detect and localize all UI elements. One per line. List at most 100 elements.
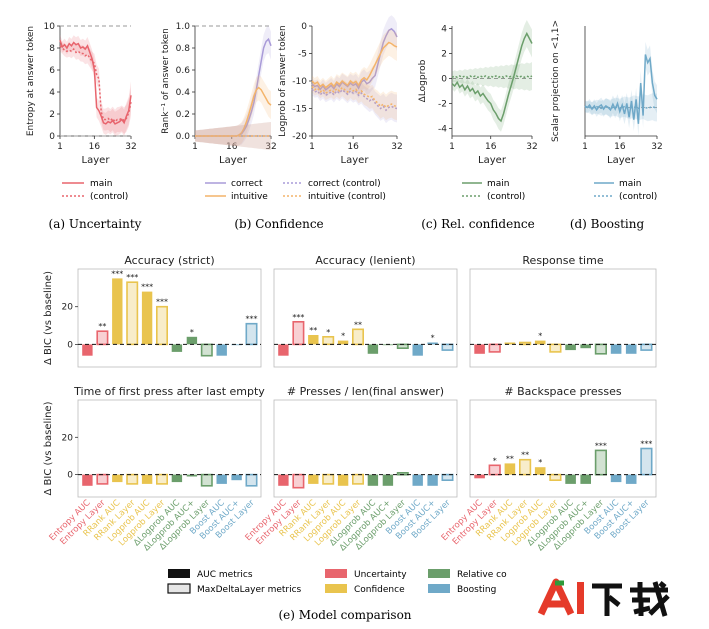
bar-5-9 (610, 474, 622, 483)
bar-3-5 (156, 473, 169, 485)
bar-2-4 (534, 340, 546, 345)
x-tick-label-c1: 16 (485, 142, 497, 152)
bar-star-1-5: ** (354, 320, 362, 329)
x-tick-label-b1: 1 (192, 142, 198, 152)
bar-1-11 (441, 343, 454, 351)
bar-panel-5: # Backspace presses* ** ****** ***Entropy A… (440, 385, 657, 553)
x-tick-label-b2: 1 (309, 142, 315, 152)
band-a1-1 (60, 40, 131, 134)
y-tick-label-c1: 4 (441, 25, 447, 35)
bar-panel-1: Accuracy (lenient)***** * **** (273, 254, 458, 368)
legend-c-main: main (487, 179, 510, 189)
x-tick-label-a1: 16 (89, 142, 101, 152)
x-tick-label-a1: 32 (125, 142, 136, 152)
band-c1-0 (452, 20, 532, 132)
bar-5-4 (534, 467, 546, 475)
y-tick-label-b2: -20 (292, 132, 307, 142)
legend-confidence: Confidence (354, 585, 405, 595)
bar-4-7 (382, 474, 394, 486)
bar-5-3 (518, 458, 532, 476)
bar-star-1-3: * (326, 328, 330, 337)
legend-b: correct intuitive correct (control) intu… (205, 179, 386, 202)
bar-5-5 (549, 473, 562, 482)
band-b2-0 (312, 15, 397, 99)
x-tick-label-d1: 1 (582, 142, 588, 152)
bar-panel-frame-0 (77, 268, 262, 368)
bar-1-9 (412, 344, 423, 356)
bar-5-0 (474, 474, 485, 479)
bar-0-3 (126, 281, 139, 346)
bar-3-1 (96, 473, 109, 485)
legend-a-main: main (90, 179, 113, 189)
bar-3-6 (171, 474, 183, 483)
x-tick-label-b1: 32 (265, 142, 276, 152)
bar-3-2 (112, 474, 123, 483)
bar-star-5-4: * (538, 458, 542, 467)
bar-4-5 (351, 473, 364, 485)
bar-3-3 (126, 473, 139, 485)
y-axis-label-d1: Scalar projection on <1,1> (551, 20, 561, 142)
legend-uncertainty: Uncertainty (354, 570, 407, 580)
x-tick-label-d1: 32 (651, 142, 662, 152)
bar-1-5 (351, 328, 364, 346)
line-panel-b1: 1 16 32 0.0 0.2 0.4 0.6 0.8 1.0 Layer Rank⁻¹ of an… (161, 22, 277, 166)
bar-3-4 (141, 474, 153, 484)
legend-a: main (control) (62, 179, 128, 202)
bar-y-tick-label-3: 20 (62, 433, 74, 443)
legend-d-main: main (619, 179, 642, 189)
caption-c: (c) Rel. confidence (421, 217, 535, 231)
y-axis-label-b2: Logprob of answer token (278, 25, 288, 136)
y-tick-label-c1: -2 (438, 100, 447, 110)
line-panel-b2: 1 16 32 -20 -15 -10 -5 0 Layer Logprob of answer … (278, 15, 403, 166)
y-tick-label-b2: -15 (292, 105, 307, 115)
y-tick-label-c1: -4 (438, 125, 447, 135)
legend-d-control: (control) (619, 192, 657, 202)
x-axis-label-a1: Layer (82, 155, 111, 166)
x-axis-label-d1: Layer (607, 155, 636, 166)
bar-panel-frame-2 (469, 268, 657, 368)
x-axis-label-b1: Layer (219, 155, 248, 166)
line-panel-a1: 1 16 32 0 2 4 6 8 10 Layer Entropy at answer token (26, 22, 137, 166)
legend-auc: AUC metrics (197, 570, 253, 580)
bar-3-7 (186, 474, 198, 477)
bar-0-5 (156, 305, 169, 346)
bar-star-0-5: *** (156, 298, 168, 307)
y-tick-label-a1: 6 (49, 66, 55, 76)
bar-panel-title-2: Response time (522, 254, 603, 267)
bar-2-11 (640, 343, 653, 351)
bar-2-5 (549, 343, 562, 353)
bar-star-0-4: *** (141, 283, 153, 292)
bar-4-3 (322, 473, 335, 485)
bar-star-0-3: *** (126, 273, 138, 282)
bar-1-10 (427, 342, 438, 345)
legend-boosting-swatch (428, 584, 450, 593)
bar-1-4 (337, 340, 349, 345)
legend-uncertainty-swatch (325, 569, 347, 578)
y-tick-label-b2: -10 (292, 77, 307, 87)
x-tick-label-c1: 1 (449, 142, 455, 152)
caption-d: (d) Boosting (570, 217, 645, 231)
bar-0-0 (82, 344, 93, 356)
series-line-b2-2 (311, 88, 398, 112)
bar-star-5-1: * (493, 456, 497, 465)
bar-4-0 (278, 474, 289, 486)
legend-b-intuitive: intuitive (231, 192, 268, 202)
y-tick-label-b1: 0.6 (176, 66, 191, 76)
bar-0-1 (96, 330, 109, 346)
bar-y-axis-label-3: Δ BIC (vs baseline) (43, 401, 54, 495)
bar-panel-3: Time of first press after last empty 0 20 Δ… (43, 385, 265, 553)
bar-y-axis-label-0: Δ BIC (vs baseline) (43, 271, 54, 365)
bar-panel-title-0: Accuracy (strict) (124, 254, 214, 267)
bar-4-6 (367, 474, 379, 486)
bar-star-5-11: *** (640, 440, 652, 449)
band-b1-0 (195, 25, 271, 147)
x-tick-label-d1: 16 (614, 142, 626, 152)
y-tick-label-b1: 0.8 (176, 44, 191, 54)
bar-y-tick-label-0: 20 (62, 303, 74, 313)
series-line-c1-0 (451, 31, 533, 123)
bar-star-5-8: *** (595, 441, 607, 450)
bar-1-3 (322, 335, 335, 346)
bar-panel-0: Accuracy (strict) 0 20 Δ BIC (vs baseline) *… (43, 254, 262, 368)
bar-panel-frame-4 (273, 399, 458, 498)
band-b2-1 (312, 29, 397, 96)
